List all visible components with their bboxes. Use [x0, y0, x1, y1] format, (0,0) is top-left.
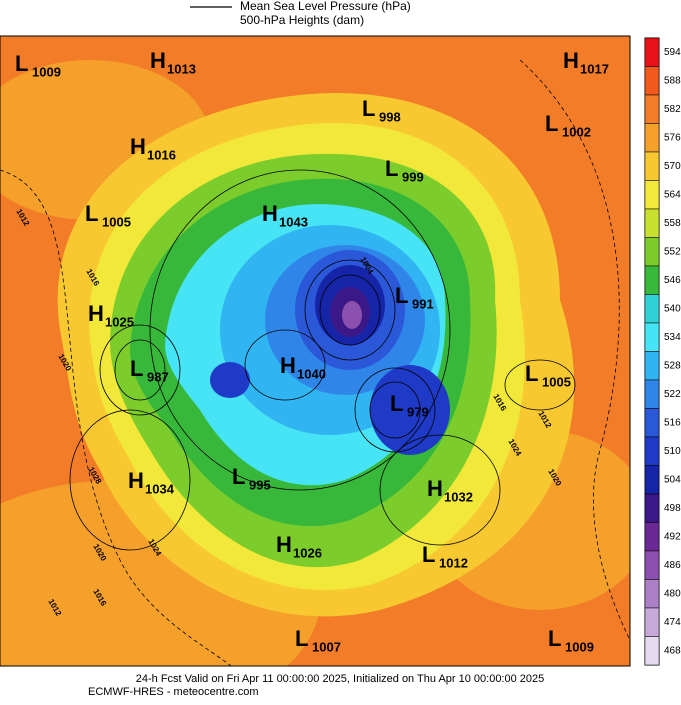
center-pressure: 1040 — [297, 366, 326, 381]
colorbar-label: 546 — [664, 275, 681, 286]
center-letter: H — [427, 476, 443, 501]
colorbar-swatch — [644, 294, 660, 324]
legend-heights: 500-hPa Heights (dam) — [240, 13, 364, 27]
colorbar-swatch — [644, 436, 660, 466]
colorbar-swatch — [644, 607, 660, 637]
center-letter: L — [385, 156, 398, 181]
colorbar-label: 582 — [664, 104, 681, 115]
center-pressure: 991 — [412, 296, 434, 311]
colorbar-label: 570 — [664, 161, 681, 172]
colorbar-label: 576 — [664, 132, 681, 143]
colorbar-swatch — [644, 579, 660, 609]
center-letter: H — [128, 468, 144, 493]
colorbar-label: 492 — [664, 531, 681, 542]
center-letter: H — [150, 48, 166, 73]
colorbar-label: 516 — [664, 417, 681, 428]
legend-pressure: Mean Sea Level Pressure (hPa) — [240, 0, 411, 13]
colorbar-swatch — [644, 265, 660, 295]
colorbar-label: 486 — [664, 560, 681, 571]
center-letter: L — [85, 201, 98, 226]
colorbar-swatch — [644, 351, 660, 381]
colorbar-label: 474 — [664, 617, 681, 628]
center-letter: H — [276, 532, 292, 557]
center-pressure: 995 — [249, 477, 271, 492]
center-letter: L — [295, 626, 308, 651]
center-pressure: 1009 — [32, 64, 61, 79]
colorbar-swatch — [644, 379, 660, 409]
colorbar-label: 558 — [664, 218, 681, 229]
colorbar-label: 468 — [664, 645, 681, 656]
center-letter: L — [130, 356, 143, 381]
center-pressure: 1017 — [580, 61, 609, 76]
colorbar-label: 594 — [664, 47, 681, 58]
colorbar-swatch — [644, 550, 660, 580]
center-pressure: 1032 — [444, 489, 473, 504]
colorbar-swatch — [644, 522, 660, 552]
colorbar-swatch — [644, 208, 660, 238]
center-pressure: 1034 — [145, 481, 175, 496]
colorbar-label: 522 — [664, 389, 681, 400]
colorbar-label: 498 — [664, 503, 681, 514]
colorbar-swatch — [644, 493, 660, 523]
colorbar-label: 480 — [664, 588, 681, 599]
center-pressure: 1025 — [105, 314, 134, 329]
colorbar-label: 552 — [664, 246, 681, 257]
center-pressure: 1007 — [312, 639, 341, 654]
colorbar-label: 540 — [664, 303, 681, 314]
center-pressure: 979 — [407, 404, 429, 419]
colorbar-swatch — [644, 237, 660, 267]
center-pressure: 1005 — [102, 214, 131, 229]
colorbar-swatch — [644, 151, 660, 181]
center-pressure: 987 — [147, 369, 169, 384]
colorbar-swatch — [644, 636, 660, 666]
colorbar-swatch — [644, 37, 660, 67]
center-pressure: 998 — [379, 109, 401, 124]
center-letter: L — [422, 542, 435, 567]
center-pressure: 1043 — [279, 214, 308, 229]
center-letter: L — [545, 111, 558, 136]
map-frame — [0, 35, 631, 667]
colorbar-swatch — [644, 322, 660, 352]
center-letter: H — [88, 301, 104, 326]
center-letter: L — [362, 96, 375, 121]
center-letter: L — [395, 283, 408, 308]
center-letter: L — [15, 51, 28, 76]
center-pressure: 1013 — [167, 61, 196, 76]
center-letter: H — [130, 134, 146, 159]
map-field — [0, 36, 630, 666]
colorbar-label: 588 — [664, 75, 681, 86]
colorbar-swatch — [644, 123, 660, 153]
colorbar-swatch — [644, 180, 660, 210]
center-letter: H — [262, 201, 278, 226]
colorbar-swatch — [644, 66, 660, 96]
center-letter: L — [232, 464, 245, 489]
colorbar-label: 510 — [664, 446, 681, 457]
colorbar-label: 534 — [664, 332, 681, 343]
center-pressure: 1009 — [565, 639, 594, 654]
center-pressure: 1002 — [562, 124, 591, 139]
colorbar-label: 564 — [664, 189, 681, 200]
center-pressure: 999 — [402, 169, 424, 184]
footer-line2: ECMWF-HRES - meteocentre.com — [88, 686, 259, 698]
colorbar-label: 528 — [664, 360, 681, 371]
center-letter: L — [525, 361, 538, 386]
center-pressure: 1016 — [147, 147, 176, 162]
center-letter: L — [548, 626, 561, 651]
colorbar-swatch — [644, 94, 660, 124]
colorbar-swatch — [644, 465, 660, 495]
center-pressure: 1005 — [542, 374, 571, 389]
center-letter: H — [563, 48, 579, 73]
footer-line1: 24-h Fcst Valid on Fri Apr 11 00:00:00 2… — [136, 673, 545, 685]
center-letter: L — [390, 391, 403, 416]
center-pressure: 1012 — [439, 555, 468, 570]
colorbar-label: 504 — [664, 474, 681, 485]
colorbar-swatch — [644, 408, 660, 438]
center-pressure: 1026 — [293, 545, 322, 560]
center-letter: H — [280, 353, 296, 378]
